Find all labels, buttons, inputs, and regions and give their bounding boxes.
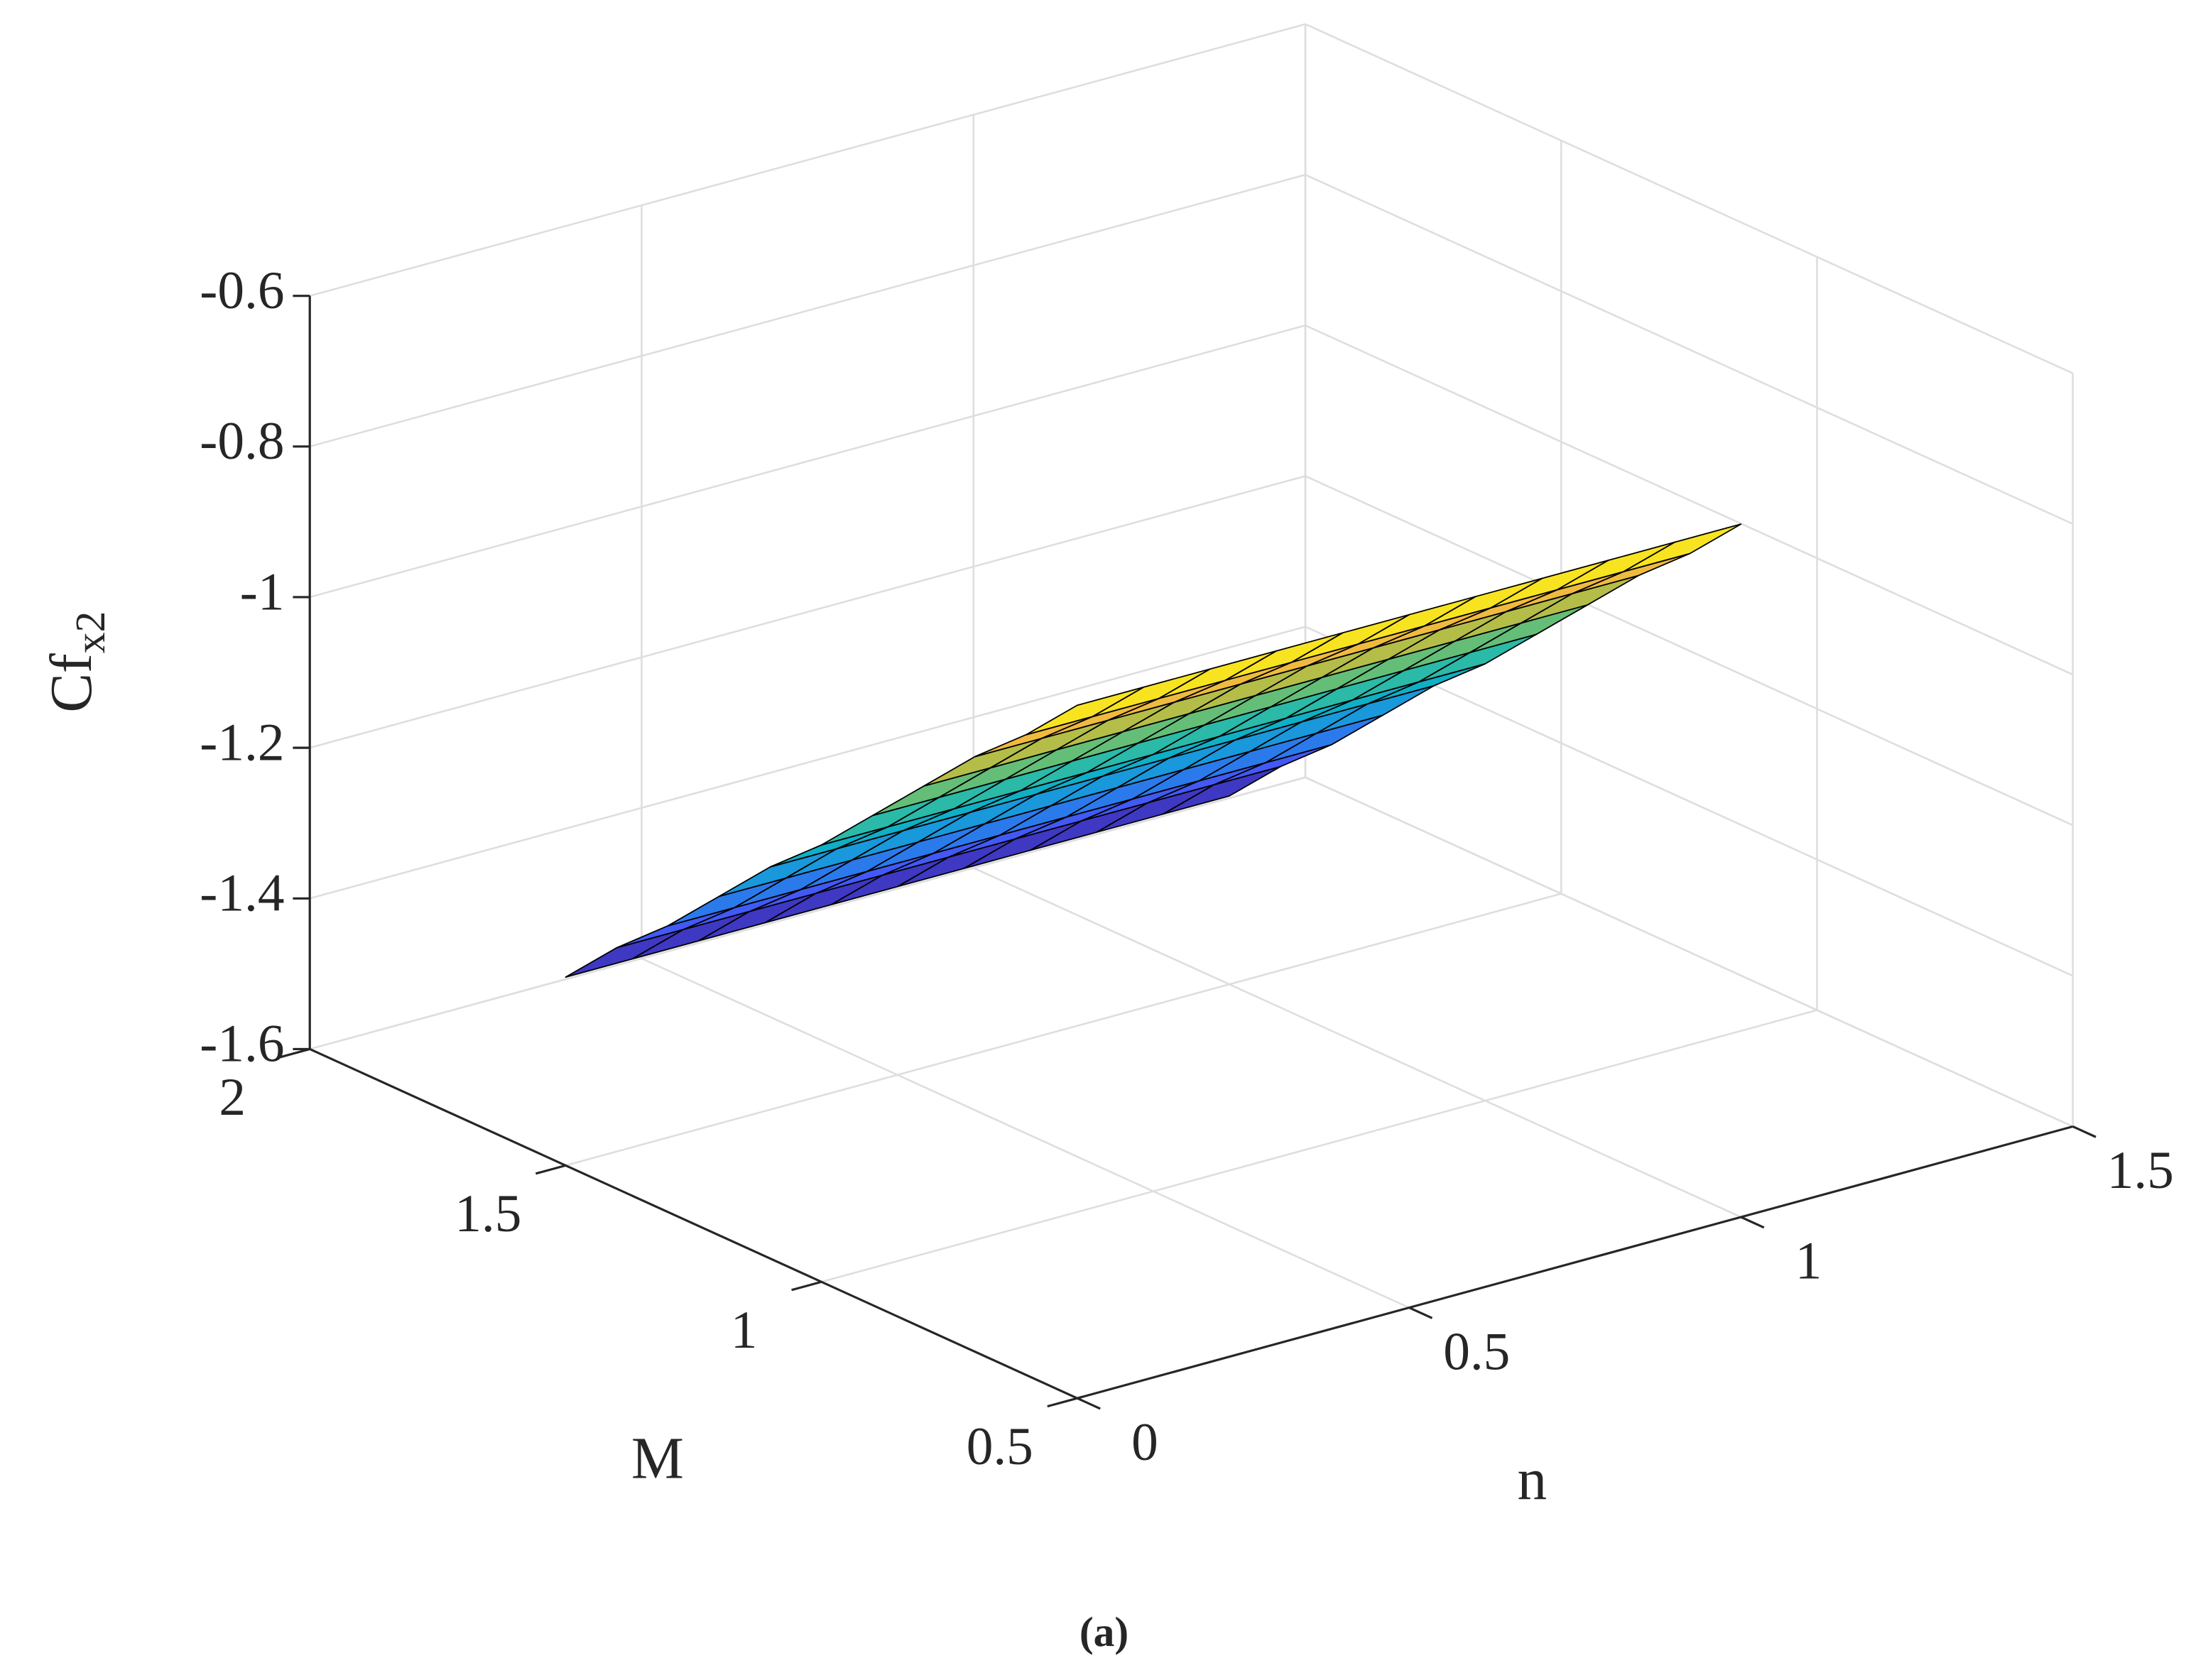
grid-line [309, 626, 1306, 900]
z-tick-label: -1 [240, 562, 285, 621]
grid-line [821, 1009, 1817, 1283]
grid-line [973, 867, 1741, 1218]
grid-line [641, 957, 1410, 1309]
y-tick-label: 1.5 [455, 1184, 521, 1243]
surface-patch [1622, 523, 1742, 573]
grid-line [1305, 324, 2074, 676]
grid-line [309, 475, 1306, 749]
x-tick [1740, 1216, 1765, 1229]
y-axis-label: M [631, 1426, 684, 1491]
x-tick-label: 0.5 [1443, 1322, 1510, 1381]
grid-line [565, 893, 1562, 1167]
y-tick-label: 1 [731, 1301, 758, 1360]
y-tick-label: 2 [219, 1068, 246, 1127]
z-tick-label: -1.4 [200, 864, 284, 923]
x-tick-label: 1.5 [2107, 1141, 2174, 1200]
z-tick-label: -0.8 [200, 412, 284, 471]
y-axis [309, 1047, 1078, 1400]
y-tick [791, 1280, 822, 1292]
y-tick [1047, 1397, 1078, 1408]
grid-line [309, 173, 1306, 448]
y-tick [279, 1047, 310, 1059]
z-tick-label: -1.6 [200, 1015, 284, 1074]
z-tick-label: -0.6 [200, 261, 284, 320]
x-tick [1077, 1397, 1101, 1410]
grid-line [1305, 23, 2074, 374]
grid-line [1305, 475, 2074, 827]
y-tick [535, 1164, 566, 1175]
z-axis-label-main: Cf [39, 653, 104, 713]
z-axis-label-subscript: x2 [67, 611, 114, 653]
y-tick-label: 0.5 [967, 1417, 1033, 1476]
z-tick-label: -1.2 [200, 713, 284, 772]
x-tick-label: 1 [1795, 1232, 1822, 1291]
grid-line [1305, 173, 2074, 525]
caption: (a) [1079, 1608, 1129, 1655]
x-tick [1408, 1307, 1433, 1319]
x-tick [2072, 1125, 2096, 1138]
surface-patch [1025, 686, 1145, 736]
grid-line [1305, 776, 2074, 1128]
z-axis-label: Cfx2 [39, 611, 113, 713]
grid-line [309, 776, 1306, 1050]
grid-line [309, 23, 1306, 297]
x-tick-label: 0 [1131, 1413, 1158, 1472]
x-axis [1077, 1125, 2074, 1400]
x-axis-label: n [1517, 1447, 1547, 1512]
grid-line [309, 324, 1306, 599]
